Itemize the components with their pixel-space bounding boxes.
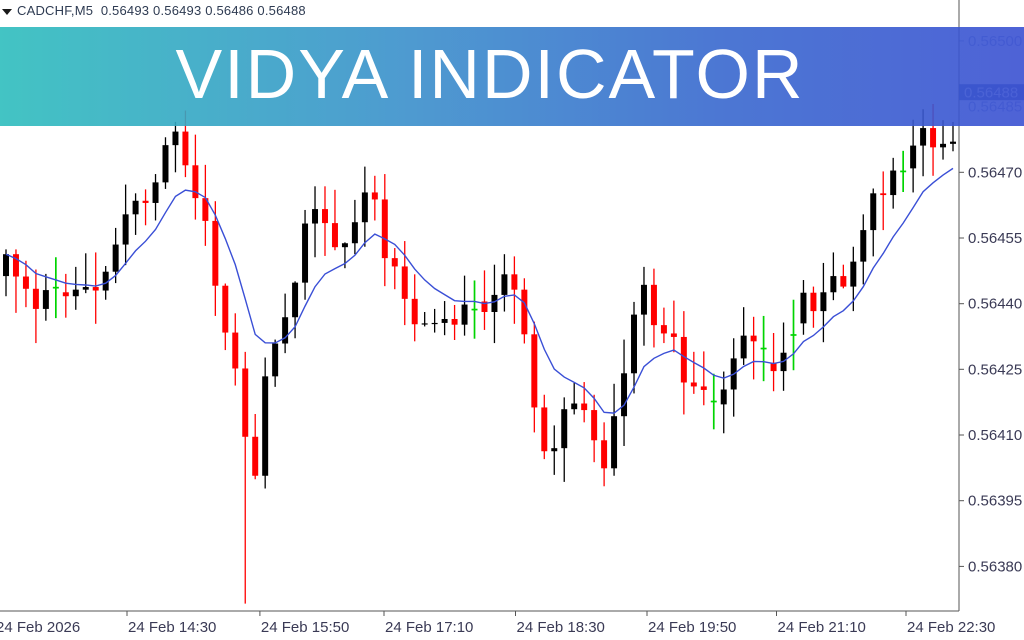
svg-text:0.56410: 0.56410 — [968, 427, 1022, 444]
svg-text:24 Feb 2026: 24 Feb 2026 — [0, 619, 80, 636]
svg-text:0.56395: 0.56395 — [968, 493, 1022, 510]
svg-text:24 Feb 22:30: 24 Feb 22:30 — [907, 619, 995, 636]
svg-text:24 Feb 18:30: 24 Feb 18:30 — [517, 619, 605, 636]
svg-text:24 Feb 19:50: 24 Feb 19:50 — [648, 619, 736, 636]
svg-text:0.56425: 0.56425 — [968, 361, 1022, 378]
svg-text:0.56455: 0.56455 — [968, 230, 1022, 247]
svg-text:24 Feb 14:30: 24 Feb 14:30 — [128, 619, 216, 636]
svg-text:24 Feb 17:10: 24 Feb 17:10 — [385, 619, 473, 636]
svg-text:24 Feb 15:50: 24 Feb 15:50 — [261, 619, 349, 636]
svg-text:0.56440: 0.56440 — [968, 296, 1022, 313]
svg-text:24 Feb 21:10: 24 Feb 21:10 — [778, 619, 866, 636]
svg-text:0.56470: 0.56470 — [968, 164, 1022, 181]
svg-text:0.56380: 0.56380 — [968, 558, 1022, 575]
